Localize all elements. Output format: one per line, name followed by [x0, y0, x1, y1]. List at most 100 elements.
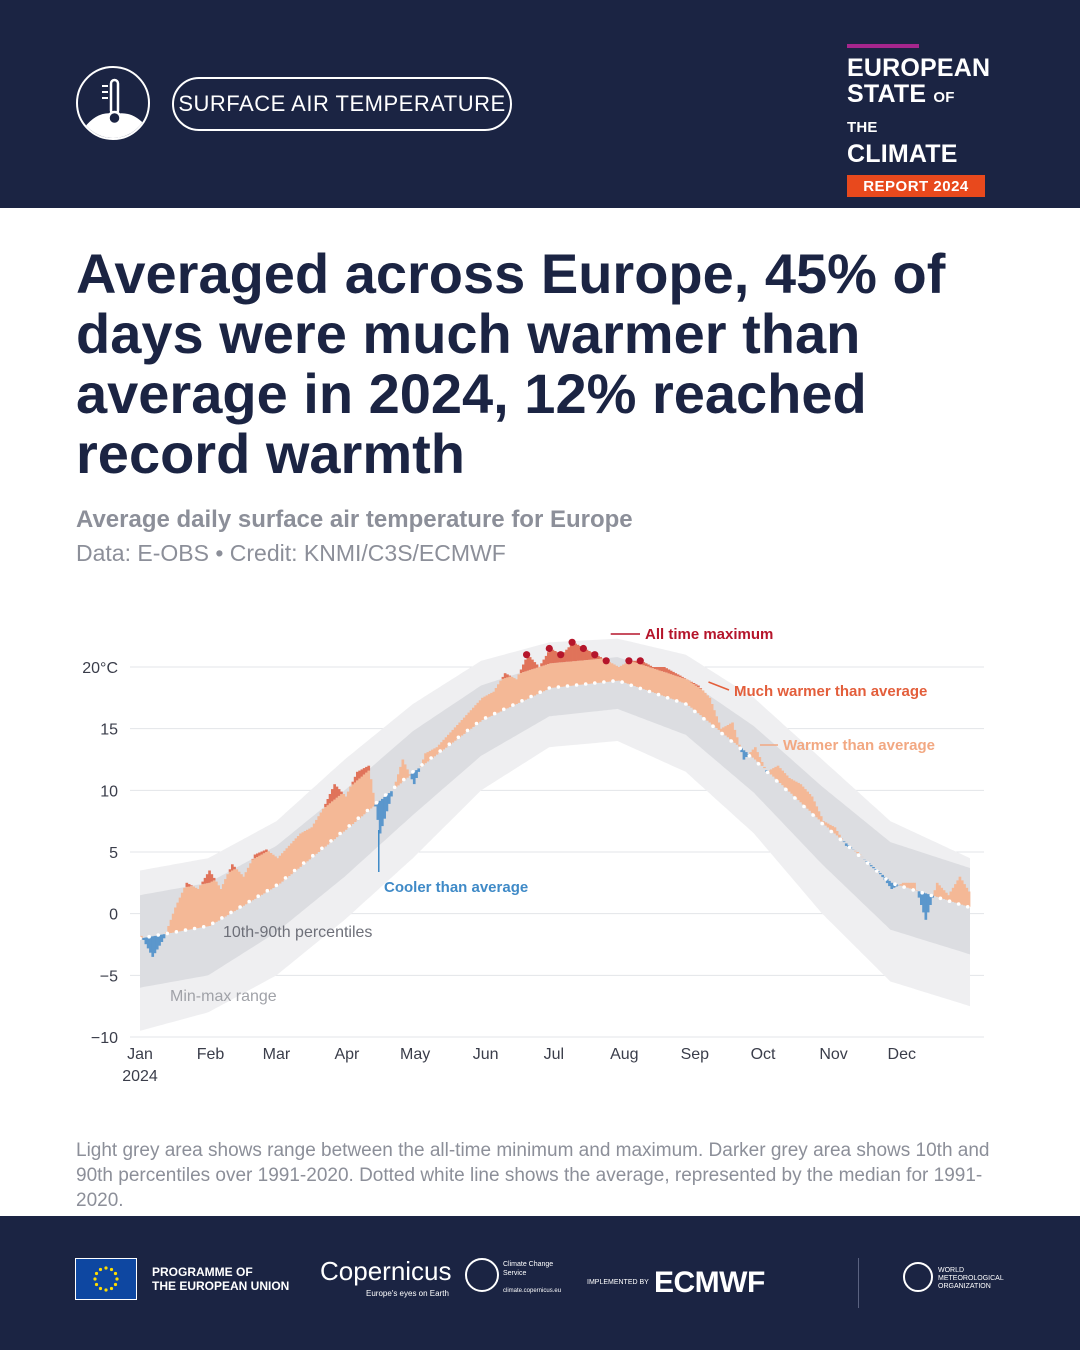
much-warmer-fill	[588, 651, 591, 660]
warmer-than-average-fill	[692, 684, 696, 710]
warmer-than-average-fill	[312, 823, 316, 856]
much-warmer-fill	[337, 789, 341, 796]
warmer-than-average-fill	[565, 661, 568, 687]
cooler-than-average-fill	[865, 861, 869, 862]
warmer-than-average-fill	[426, 752, 430, 762]
much-warmer-fill	[356, 771, 359, 781]
warmer-than-average-fill	[456, 725, 459, 740]
warmer-than-average-fill	[826, 823, 830, 828]
ecmwf-logo: ECMWF	[654, 1266, 765, 1299]
warmer-than-average-fill	[451, 729, 455, 743]
median-dot	[547, 686, 552, 690]
cooler-than-average-fill	[146, 937, 150, 949]
warmer-than-average-fill	[269, 853, 273, 890]
warmer-than-average-fill	[274, 856, 277, 887]
cooler-than-average-fill	[385, 795, 389, 812]
warmer-than-average-fill	[315, 819, 318, 854]
warmer-than-average-fill	[617, 667, 621, 681]
warmer-than-average-fill	[799, 784, 803, 803]
much-warmer-fill	[265, 849, 268, 852]
warmer-than-average-fill	[294, 838, 298, 871]
cooler-than-average-fill	[160, 934, 164, 942]
headline: Averaged across Europe, 45% of days were…	[76, 242, 946, 485]
warmer-than-average-fill	[949, 891, 953, 902]
much-warmer-fill	[262, 850, 266, 854]
warmer-than-average-fill	[433, 748, 436, 757]
median-dot	[902, 885, 906, 889]
warmer-than-average-fill	[219, 889, 223, 920]
warmer-than-average-fill	[792, 780, 796, 796]
warmer-than-average-fill	[633, 662, 637, 686]
cooler-than-average-fill	[869, 865, 873, 867]
warmer-than-average-fill	[499, 680, 502, 712]
warmer-than-average-fill	[296, 836, 300, 869]
median-dot	[911, 888, 915, 892]
warmer-than-average-fill	[824, 822, 828, 826]
warmer-than-average-fill	[904, 882, 907, 887]
warmer-than-average-fill	[462, 717, 466, 734]
much-warmer-fill	[699, 688, 703, 689]
median-dot	[747, 754, 752, 758]
warmer-than-average-fill	[503, 678, 507, 710]
median-dot	[647, 689, 652, 694]
much-warmer-fill	[569, 644, 573, 662]
warmer-than-average-fill	[253, 858, 257, 899]
warmer-than-average-fill	[635, 663, 639, 687]
median-dot	[456, 735, 461, 740]
warmer-than-average-fill	[619, 665, 623, 682]
warmer-than-average-fill	[492, 691, 496, 715]
median-dot	[620, 680, 624, 684]
y-tick-label: 15	[100, 722, 118, 739]
much-warmer-annotation: Much warmer than average	[734, 683, 927, 700]
warmer-than-average-fill	[558, 662, 562, 687]
much-warmer-fill	[658, 667, 662, 671]
warmer-than-average-fill	[938, 885, 941, 898]
record-warm-day-dot	[579, 644, 588, 653]
median-dot	[256, 894, 261, 898]
warmer-than-average-fill	[715, 716, 718, 728]
warmer-than-average-fill	[356, 780, 359, 821]
median-dot	[529, 694, 533, 699]
median-dot	[156, 933, 160, 937]
warmer-than-average-fill	[319, 812, 323, 851]
warmer-than-average-fill	[556, 662, 559, 688]
warmer-than-average-fill	[829, 824, 832, 830]
warmer-than-average-fill	[681, 677, 684, 703]
much-warmer-fill	[692, 683, 696, 684]
warmer-than-average-fill	[738, 744, 741, 747]
cooler-than-average-fill	[374, 804, 377, 807]
warmer-than-average-fill	[610, 663, 614, 682]
warmer-than-average-fill	[349, 786, 352, 826]
median-dot	[138, 936, 142, 941]
much-warmer-fill	[678, 675, 682, 678]
median-dot	[511, 703, 515, 707]
warmer-than-average-fill	[699, 688, 703, 716]
warmer-than-average-fill	[510, 676, 514, 707]
much-warmer-fill	[656, 667, 659, 670]
c3s-icon	[465, 1258, 499, 1292]
warmer-than-average-fill	[638, 663, 641, 688]
warmer-than-average-fill	[260, 854, 264, 895]
warmer-than-average-fill	[224, 879, 227, 917]
much-warmer-fill	[326, 799, 330, 806]
warmer-than-average-fill	[656, 669, 659, 694]
warmer-than-average-fill	[278, 855, 282, 884]
much-warmer-fill	[672, 671, 675, 675]
median-dot	[492, 711, 497, 716]
warmer-than-average-fill	[167, 926, 170, 934]
much-warmer-fill	[351, 781, 355, 785]
median-dot	[811, 813, 815, 817]
warmer-than-average-fill	[642, 665, 646, 690]
warmer-than-average-fill	[362, 774, 366, 815]
much-warmer-fill	[651, 667, 655, 669]
warmer-than-average-fill	[497, 684, 500, 713]
much-warmer-leader	[708, 681, 730, 691]
median-dot	[347, 824, 352, 828]
median-dot	[684, 702, 688, 706]
warmer-than-average-fill	[626, 662, 630, 684]
warmer-than-average-fill	[660, 671, 664, 696]
median-dot	[247, 899, 251, 904]
warmer-than-average-fill	[774, 766, 778, 779]
median-dot	[538, 690, 542, 694]
much-warmer-fill	[644, 663, 648, 666]
